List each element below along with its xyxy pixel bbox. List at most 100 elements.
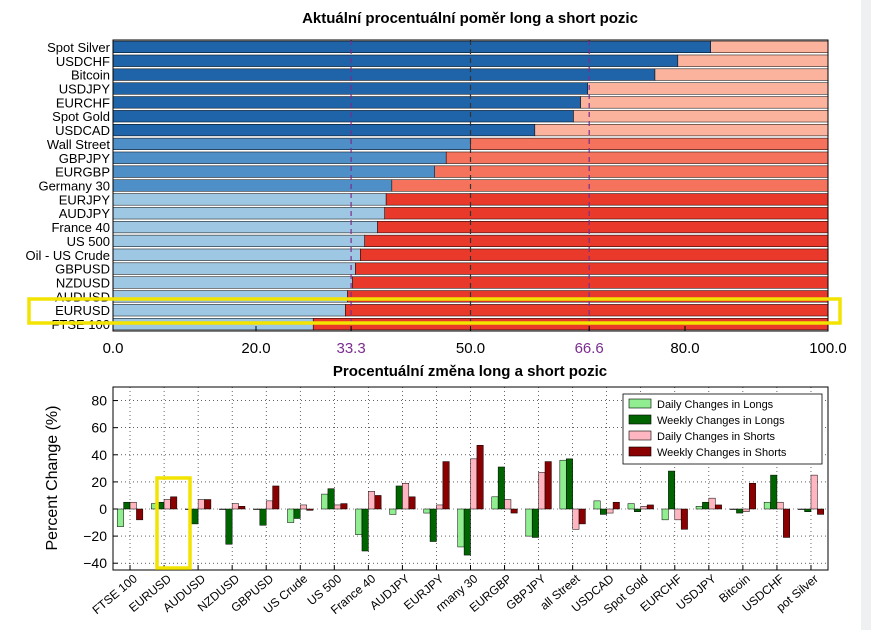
bar-daily-changes-in-longs-spot-silver bbox=[797, 508, 805, 510]
long-bar-wall-street bbox=[112, 137, 471, 150]
bar-weekly-changes-in-longs-eurchf bbox=[668, 470, 676, 510]
bar-daily-changes-in-shorts-usdjpy bbox=[708, 497, 716, 510]
bar-weekly-changes-in-shorts-germany-30 bbox=[476, 445, 484, 510]
category-label-audusd: AUDUSD bbox=[55, 289, 110, 304]
long-bar-us-500 bbox=[112, 234, 365, 247]
x-tick-label: 80.0 bbox=[670, 340, 699, 357]
bar-daily-changes-in-shorts-eurgbp bbox=[504, 499, 512, 510]
bar-daily-changes-in-shorts-germany-30 bbox=[470, 458, 478, 510]
short-bar-wall-street bbox=[470, 137, 829, 150]
bar-daily-changes-in-longs-us-crude bbox=[287, 508, 295, 523]
x-tick-label: 50.0 bbox=[456, 340, 485, 357]
short-bar-spot-silver bbox=[710, 40, 829, 53]
bar-weekly-changes-in-longs-eurjpy bbox=[429, 508, 437, 542]
bar-weekly-changes-in-longs-gbpjpy bbox=[531, 508, 539, 538]
legend-frame bbox=[622, 393, 823, 465]
bar-weekly-changes-in-longs-spot-silver bbox=[804, 508, 812, 512]
short-bar-usdjpy bbox=[587, 82, 829, 95]
bar-daily-changes-in-shorts-france-40 bbox=[368, 491, 376, 510]
long-bar-eurgbp bbox=[112, 165, 435, 178]
bar-daily-changes-in-shorts-us-crude bbox=[300, 504, 307, 510]
bar-weekly-changes-in-shorts-gbpjpy bbox=[544, 461, 552, 510]
bar-daily-changes-in-longs-nzdusd bbox=[219, 508, 227, 510]
bar-daily-changes-in-shorts-audusd bbox=[197, 499, 205, 510]
short-bar-eurgbp bbox=[434, 165, 829, 178]
short-bar-us-500 bbox=[364, 234, 829, 247]
legend-swatch-weekly-changes-in-longs bbox=[628, 414, 652, 425]
category-label-usdjpy: USDJPY bbox=[59, 82, 111, 97]
bar-weekly-changes-in-longs-gbpusd bbox=[259, 508, 267, 526]
bottom-y-axis-label: Percent Change (%) bbox=[44, 406, 61, 551]
eurusd-highlight-box-bottom bbox=[155, 476, 192, 570]
window-edge bbox=[861, 0, 871, 630]
category-label-gbpusd: GBPUSD bbox=[55, 262, 110, 277]
bar-daily-changes-in-longs-eurjpy bbox=[423, 508, 431, 514]
bar-weekly-changes-in-shorts-us-crude bbox=[306, 508, 314, 511]
bar-weekly-changes-in-shorts-audjpy bbox=[408, 496, 416, 510]
bar-daily-changes-in-shorts-gbpusd bbox=[265, 500, 273, 510]
bar-weekly-changes-in-longs-usdcad bbox=[600, 508, 607, 515]
x-tick-label: 20.0 bbox=[241, 340, 270, 357]
category-label-eurchf: EURCHF bbox=[56, 95, 110, 110]
y-tick-label: 60 bbox=[91, 420, 107, 436]
bar-weekly-changes-in-shorts-usdchf bbox=[783, 508, 790, 538]
short-bar-usdchf bbox=[677, 54, 829, 67]
bar-weekly-changes-in-longs-us-crude bbox=[293, 508, 301, 519]
long-bar-eurusd bbox=[112, 304, 346, 317]
legend-label-daily-changes-in-shorts: Daily Changes in Shorts bbox=[657, 431, 776, 443]
long-bar-spot-gold bbox=[112, 110, 574, 123]
bar-daily-changes-in-longs-usdjpy bbox=[695, 506, 703, 510]
x-tick-label: 66.6 bbox=[575, 340, 604, 357]
bar-daily-changes-in-shorts-audjpy bbox=[402, 482, 410, 510]
bar-daily-changes-in-longs-eurchf bbox=[661, 508, 669, 521]
bar-weekly-changes-in-longs-eurgbp bbox=[497, 466, 505, 510]
category-label-usdcad: USDCAD bbox=[55, 123, 110, 138]
y-tick-label: −40 bbox=[83, 555, 107, 571]
bar-weekly-changes-in-shorts-eurusd bbox=[170, 496, 178, 510]
category-label-eurjpy: EURJPY bbox=[59, 192, 111, 207]
bar-daily-changes-in-longs-ftse-100 bbox=[116, 508, 124, 527]
long-bar-usdjpy bbox=[112, 82, 589, 95]
bar-weekly-changes-in-shorts-spot-gold bbox=[646, 504, 654, 510]
y-tick-label: 40 bbox=[91, 447, 107, 463]
y-tick-label: 80 bbox=[91, 393, 107, 409]
bar-weekly-changes-in-longs-bitcoin bbox=[736, 508, 744, 514]
short-bar-eurchf bbox=[580, 96, 829, 109]
bar-weekly-changes-in-longs-usdjpy bbox=[702, 501, 710, 510]
legend-label-weekly-changes-in-shorts: Weekly Changes in Shorts bbox=[657, 447, 787, 459]
category-label-spot-gold: Spot Gold bbox=[52, 109, 110, 124]
long-bar-usdcad bbox=[112, 124, 536, 137]
category-label-eurusd: EURUSD bbox=[55, 303, 110, 318]
bar-weekly-changes-in-shorts-us-500 bbox=[340, 503, 348, 510]
category-label-us-500: US 500 bbox=[67, 234, 110, 249]
x-tick-label: 0.0 bbox=[103, 340, 124, 357]
top-chart-title: Aktuální procentuální poměr long a short… bbox=[302, 10, 638, 27]
bar-daily-changes-in-shorts-spot-silver bbox=[810, 474, 818, 510]
top-reference-lines bbox=[350, 40, 590, 331]
long-bar-eurjpy bbox=[112, 193, 387, 206]
long-bar-gbpusd bbox=[112, 262, 356, 275]
bar-daily-changes-in-longs-bitcoin bbox=[729, 508, 737, 510]
bottom-chart-title: Procentuální změna long a short pozic bbox=[333, 363, 607, 380]
bar-daily-changes-in-shorts-usdchf bbox=[776, 501, 784, 510]
long-bar-gbpjpy bbox=[112, 151, 447, 164]
bar-daily-changes-in-shorts-gbpjpy bbox=[538, 472, 546, 510]
bar-daily-changes-in-longs-usdchf bbox=[763, 501, 771, 510]
long-bar-eurchf bbox=[112, 96, 581, 109]
bar-daily-changes-in-shorts-ftse-100 bbox=[129, 501, 137, 510]
bar-weekly-changes-in-shorts-gbpusd bbox=[272, 485, 280, 510]
short-bar-oil-us-crude bbox=[360, 248, 829, 261]
bar-weekly-changes-in-shorts-france-40 bbox=[374, 495, 382, 510]
bar-daily-changes-in-shorts-eurchf bbox=[674, 508, 682, 521]
short-bar-usdcad bbox=[534, 124, 829, 137]
bar-daily-changes-in-longs-gbpjpy bbox=[525, 508, 533, 537]
bar-daily-changes-in-shorts-eurjpy bbox=[436, 504, 444, 510]
long-bar-oil-us-crude bbox=[112, 248, 361, 261]
bottom-y-tick-labels: −40 −20 0 20 40 60 80 bbox=[83, 393, 118, 571]
bar-daily-changes-in-longs-germany-30 bbox=[457, 508, 465, 548]
y-tick-label: −20 bbox=[83, 528, 107, 544]
short-bar-gbpjpy bbox=[445, 151, 829, 164]
bar-weekly-changes-in-shorts-eurgbp bbox=[510, 508, 518, 514]
short-bar-nzdusd bbox=[352, 276, 829, 289]
